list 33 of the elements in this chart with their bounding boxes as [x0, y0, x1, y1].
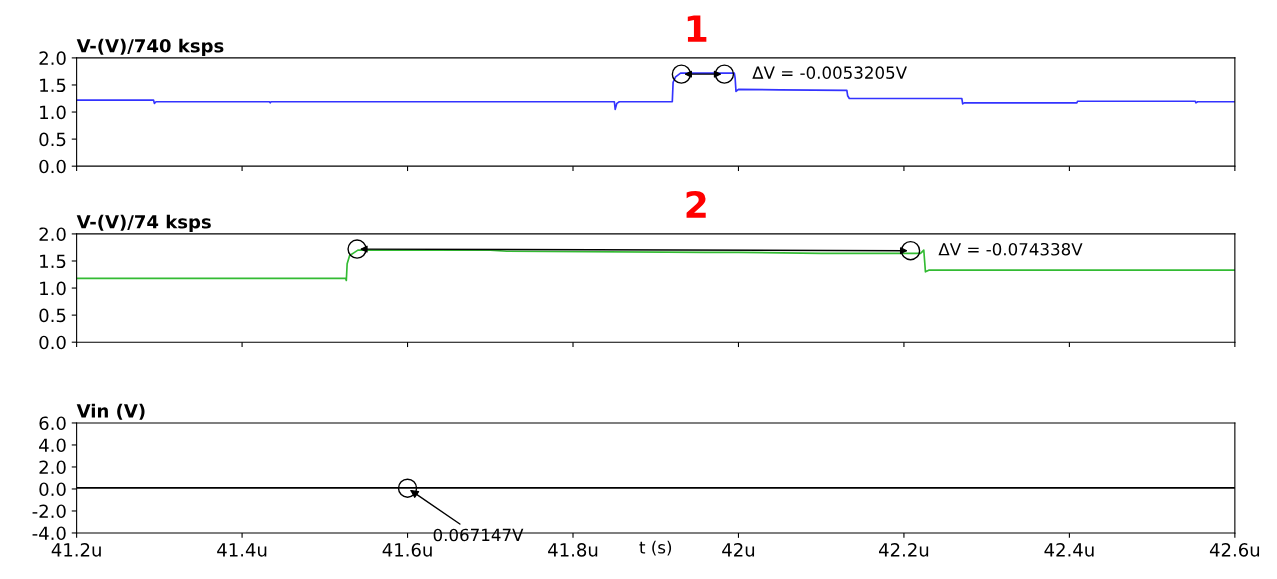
y-tick-label: -2.0: [32, 504, 66, 519]
x-tick-label: 41.6u: [382, 543, 432, 557]
x-tick-label: 41.4u: [217, 543, 267, 557]
chart-title: Vin (V): [76, 403, 145, 420]
y-tick-label: 1.5: [40, 78, 66, 93]
y-tick-label: 1.0: [40, 105, 66, 120]
x-tick-label: 41.2u: [51, 543, 101, 557]
y-tick-label: 4.0: [39, 438, 66, 453]
text: 1: [687, 15, 707, 42]
text: 2: [686, 190, 706, 218]
x-tick-label: 41.8u: [548, 543, 598, 557]
x-tick-label: 42.4u: [1044, 543, 1094, 557]
y-tick-label: 2.0: [39, 227, 66, 242]
x-tick-label: 42u: [722, 543, 755, 557]
x-tick-label: 42.6u: [1209, 543, 1260, 557]
chart-title: V-(V)/740 ksps: [76, 38, 224, 57]
y-tick-label: 2.0: [39, 51, 66, 66]
x-tick-label: 42.2u: [878, 543, 929, 557]
annotation: ΔV = -0.0053205V: [752, 66, 907, 79]
x-axis-title: t (s): [639, 540, 672, 556]
y-tick-label: 0.0: [39, 335, 66, 350]
y-tick-label: 0.5: [39, 132, 66, 147]
y-tick-label: 0.5: [39, 308, 66, 323]
y-tick-label: 6.0: [39, 416, 66, 431]
annotation: 0.067147V: [433, 528, 524, 542]
chart-title: V-(V)/74 ksps: [76, 214, 211, 233]
annotation: ΔV = -0.074338V: [938, 242, 1083, 256]
y-tick-label: 1.0: [40, 281, 66, 296]
y-tick-label: 1.5: [40, 254, 66, 269]
y-tick-label: 0.0: [39, 159, 66, 174]
y-tick-label: 0.0: [39, 482, 66, 497]
y-tick-label: 2.0: [39, 460, 66, 475]
y-tick-label: -4.0: [32, 526, 66, 541]
